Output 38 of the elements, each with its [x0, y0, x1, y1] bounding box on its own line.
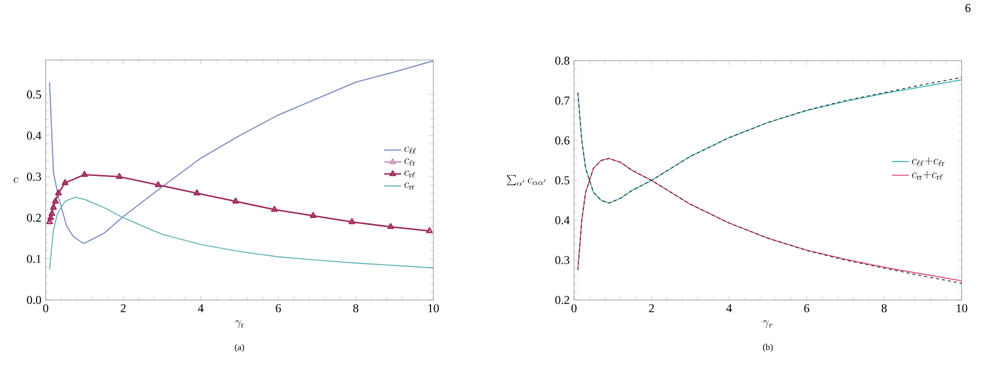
y-tick-label: 0.5: [26, 90, 42, 99]
x-tick-label: 0: [571, 304, 577, 312]
x-tick-label: 8: [882, 304, 887, 312]
y-tick-label: 0.1: [26, 254, 41, 263]
x-tick-label: 10: [956, 304, 968, 312]
y-tick-label: 0.6: [555, 136, 570, 145]
y-tick-label: 0.3: [555, 256, 570, 264]
legend-label: $c_{\mathrm{rr}}{+}c_{\mathrm{r}\ell}$: [912, 170, 943, 180]
x-tick-label: 2: [649, 304, 654, 312]
y-tick-label: 0.2: [555, 296, 570, 304]
text: (b): [763, 344, 773, 352]
x-axis-title: $\gamma_r$: [762, 320, 772, 328]
y-tick-label: 0.5: [555, 176, 570, 184]
y-tick-label: 0.0: [26, 296, 42, 304]
x-tick-label: 2: [120, 304, 126, 312]
x-tick-label: 6: [804, 304, 810, 312]
y-tick-label: 0.2: [26, 214, 41, 222]
y-tick-label: 0.3: [26, 172, 42, 181]
legend-label: $c_{\mathrm{rr}}$: [404, 182, 414, 190]
y-axis-title: $\sum_{\alpha'} c_{\alpha\alpha'}$: [506, 175, 546, 186]
x-tick-label: 6: [276, 304, 281, 312]
y-tick-label: 0.4: [26, 132, 42, 140]
x-axis-title: $\gamma_{\mathrm{r}}$: [235, 320, 244, 328]
legend-label: $c_{\mathrm{r}\ell}$: [404, 170, 416, 178]
text: 6: [965, 4, 971, 12]
x-tick-label: 10: [428, 304, 439, 312]
y-tick-label: 0.4: [555, 216, 570, 224]
legend-label: $c_{\ell\mathrm{r}}$: [404, 158, 416, 166]
text: (a): [234, 344, 244, 352]
legend-label: $c_{\ell\ell}{+}c_{\ell\mathrm{r}}$: [912, 157, 944, 166]
y-tick-label: 0.7: [555, 96, 570, 105]
legend-label: $c_{\ell\ell}$: [404, 146, 416, 154]
y-tick-label: 0.8: [555, 56, 570, 65]
x-tick-label: 4: [726, 304, 732, 312]
x-tick-label: 8: [353, 304, 358, 312]
x-tick-label: 0: [43, 304, 48, 312]
y-axis-title: $c$: [14, 177, 18, 183]
x-tick-label: 4: [198, 304, 204, 312]
